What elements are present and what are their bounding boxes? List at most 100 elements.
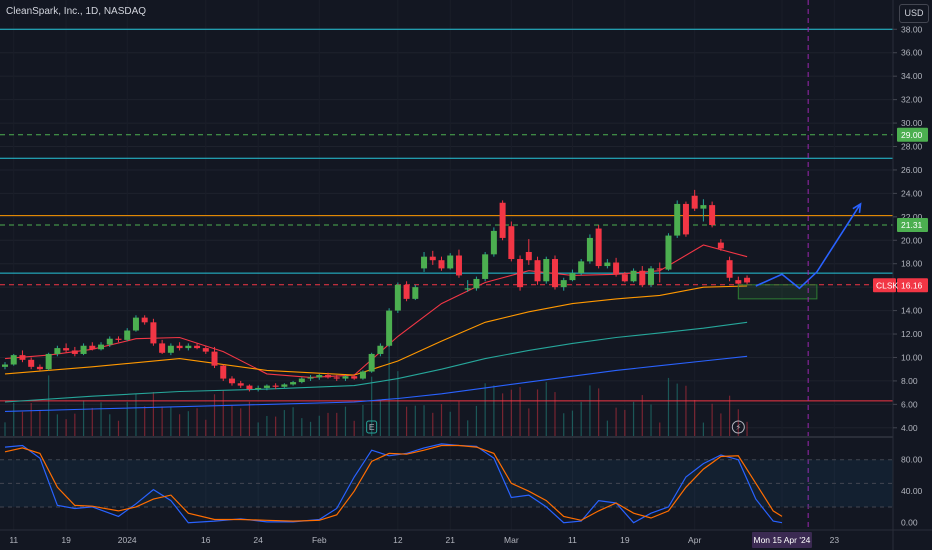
volume-bar [39, 410, 41, 436]
volume-bar [161, 406, 163, 436]
volume-bar [606, 420, 608, 436]
candle-body [438, 260, 445, 269]
volume-bar [248, 401, 251, 436]
price-tick-label: 20.00 [901, 235, 923, 245]
stochastic-axis[interactable]: 80.00 40.00 0.00 [901, 455, 923, 528]
volume-bar [283, 410, 285, 436]
stochastic-d-line [4, 444, 783, 522]
candle-body [359, 371, 366, 379]
current-date-label: Mon 15 Apr '24 [754, 535, 811, 545]
projection-drawing[interactable] [737, 202, 862, 300]
candle-body [255, 387, 262, 390]
volume-bar [493, 385, 495, 436]
candle-body [36, 366, 43, 370]
volume-bar [301, 418, 303, 436]
volume-bar [213, 394, 216, 436]
volume-bar [440, 404, 443, 436]
volume-bar [510, 389, 512, 436]
symbol-tag-label: CLSK [876, 280, 899, 290]
time-tick-label: 23 [830, 535, 840, 545]
price-tick-label: 4.00 [901, 423, 918, 433]
volume-bar [650, 404, 652, 436]
candle-body [325, 375, 332, 378]
candle-body [709, 205, 716, 226]
volume-bar [117, 420, 120, 436]
volume-bar [676, 383, 678, 436]
price-tick-label: 12.00 [901, 329, 923, 339]
volume-bar [100, 402, 102, 436]
volume-bar [598, 388, 600, 436]
moving-average-line [4, 285, 748, 376]
volume-bar [554, 392, 556, 436]
price-tag [897, 127, 928, 142]
candle-body [132, 317, 139, 331]
stochastic-pane[interactable] [0, 443, 893, 524]
candle-body [726, 260, 733, 278]
candle-body [342, 376, 349, 379]
volume-bar [624, 409, 626, 436]
candle-body [473, 278, 480, 289]
candle-body [89, 345, 96, 350]
candle-body [98, 344, 105, 350]
candle-body [639, 270, 646, 285]
symbol-tag [873, 278, 896, 293]
stochastic-band [0, 459, 893, 507]
volume-bar [641, 395, 643, 436]
price-grid [0, 28, 893, 429]
volume-bar [728, 395, 731, 436]
candle-body [71, 350, 78, 354]
volume-bar [423, 405, 425, 436]
candle-body [10, 355, 17, 365]
candle-body [560, 280, 567, 288]
moving-average-line [4, 355, 748, 412]
price-tag-label: 29.00 [901, 130, 923, 140]
candle-body [263, 385, 270, 388]
symbol-title[interactable]: CleanSpark, Inc., 1D, NASDAQ [6, 6, 147, 17]
currency-button[interactable]: USD [899, 4, 929, 23]
event-icons[interactable]: E ⚡ [366, 420, 745, 434]
projection-arrowhead [852, 202, 862, 213]
volume-bar [694, 399, 696, 436]
candle-body [106, 338, 113, 345]
time-tick-label: Apr [688, 535, 701, 545]
volume-bar [82, 400, 85, 436]
candlesticks[interactable] [2, 189, 751, 392]
volume-bar [467, 420, 469, 436]
volume-bar [170, 407, 172, 436]
candle-body [517, 259, 524, 288]
candle-body [377, 345, 384, 354]
volume-bar [371, 376, 373, 436]
candle-body [307, 377, 314, 379]
event-icon-label: E [369, 422, 375, 432]
moving-average-line [4, 244, 748, 378]
candle-body [80, 345, 87, 354]
volume-bar [519, 387, 521, 436]
time-tick-label: 11 [9, 535, 18, 545]
candle-body [455, 255, 462, 276]
volume-bar [432, 412, 434, 436]
volume-bar [56, 414, 58, 436]
candle-body [735, 280, 742, 284]
candle-body [272, 385, 279, 387]
price-tick-label: 24.00 [901, 188, 923, 198]
candle-body [237, 383, 244, 386]
price-tag-label: 16.16 [901, 280, 923, 290]
stochastic-k-line [4, 443, 783, 524]
volume-bar [571, 410, 574, 436]
candle-body [595, 228, 602, 267]
candle-body [717, 242, 724, 249]
volume-bar [659, 422, 661, 436]
candle-body [141, 317, 148, 323]
time-tick-label: 21 [445, 535, 455, 545]
price-tick-label: 18.00 [901, 259, 923, 269]
volume-bar [484, 383, 486, 436]
event-icon-label: ⚡ [735, 422, 741, 432]
moving-average-line [4, 321, 748, 403]
candle-body [124, 330, 131, 340]
volume-bar [589, 385, 591, 436]
time-axis[interactable]: 11 19 2024 16 24 Feb 12 21 Mar 11 19 Apr Mon 15 Apr … [9, 532, 839, 548]
volume-bar [353, 420, 355, 436]
volume-bar [414, 405, 416, 436]
volume-bar [257, 422, 259, 436]
candle-body [228, 378, 235, 384]
